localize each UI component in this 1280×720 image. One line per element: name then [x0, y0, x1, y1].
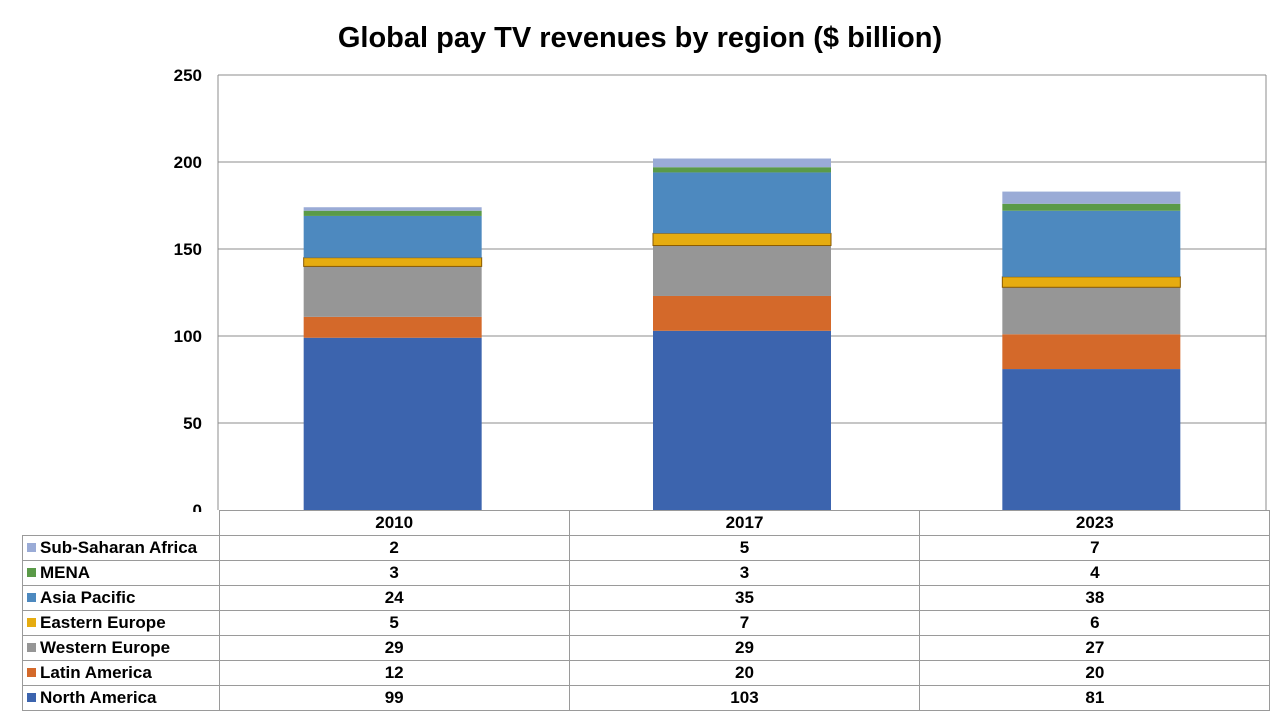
data-label: 3 — [218, 560, 570, 586]
data-label: 99 — [218, 685, 570, 711]
y-tick-label: 250 — [174, 66, 202, 85]
data-label: 27 — [919, 635, 1271, 661]
y-axis: 0 50 100 150 200 250 — [174, 66, 1267, 512]
y-tick-label: 150 — [174, 240, 202, 259]
table-row: Latin America 12 20 20 — [22, 660, 1271, 686]
chart-plot: 0 50 100 150 200 250 — [174, 66, 1267, 512]
data-label: 4 — [919, 560, 1271, 586]
data-label: 7 — [919, 535, 1271, 561]
legend-entry: Western Europe — [22, 635, 220, 661]
data-label: 103 — [568, 685, 921, 711]
series-name: Sub-Saharan Africa — [40, 538, 198, 557]
y-tick-label: 50 — [183, 414, 202, 433]
table-row: Western Europe 29 29 27 — [22, 635, 1271, 661]
bar-mena-2010 — [303, 210, 482, 216]
bar-north-america-2017 — [653, 330, 831, 510]
bar-north-america-2023 — [1002, 369, 1181, 510]
bar-eastern-europe-2017 — [652, 232, 832, 247]
bar-asia-pacific-2017 — [653, 172, 831, 234]
table-row: Eastern Europe 5 7 6 — [22, 610, 1271, 636]
legend-swatch — [27, 668, 36, 678]
bar-eastern-europe-2023 — [1001, 276, 1181, 288]
table-header-row: 2010 2017 2023 — [22, 510, 1271, 536]
x-category-label: 2017 — [568, 510, 921, 536]
bars — [303, 158, 1181, 510]
legend-entry: Sub-Saharan Africa — [22, 535, 220, 561]
table-row: MENA 3 3 4 — [22, 560, 1271, 586]
data-label: 24 — [218, 585, 570, 611]
legend-entry: Latin America — [22, 660, 220, 686]
bar-mena-2017 — [653, 167, 831, 173]
bar-western-europe-2010 — [303, 266, 482, 317]
legend-swatch — [27, 618, 36, 628]
chart-title: Global pay TV revenues by region ($ bill… — [337, 22, 943, 54]
bar-latin-america-2017 — [653, 295, 831, 331]
x-category-label: 2023 — [919, 510, 1271, 536]
series-name: North America — [40, 688, 157, 707]
data-label: 38 — [919, 585, 1271, 611]
legend-entry: North America — [22, 685, 220, 711]
series-name: Asia Pacific — [40, 588, 136, 607]
series-name: Western Europe — [40, 638, 171, 657]
x-category-label: 2010 — [218, 510, 570, 536]
legend-entry: MENA — [22, 560, 220, 586]
series-name: Eastern Europe — [40, 613, 166, 632]
legend-swatch — [27, 643, 36, 653]
y-tick-label: 200 — [174, 153, 202, 172]
table-corner — [22, 510, 220, 536]
table-row: North America 99 103 81 — [22, 685, 1271, 711]
data-label: 3 — [568, 560, 921, 586]
bar-sub-saharan-africa-2023 — [1002, 191, 1181, 204]
bar-latin-america-2010 — [303, 316, 482, 338]
table-row: Asia Pacific 24 35 38 — [22, 585, 1271, 611]
legend-swatch — [27, 543, 36, 553]
data-label: 7 — [568, 610, 921, 636]
data-label: 5 — [568, 535, 921, 561]
bar-latin-america-2023 — [1002, 334, 1181, 370]
bar-mena-2023 — [1002, 203, 1181, 211]
bar-sub-saharan-africa-2017 — [653, 158, 831, 168]
data-label: 6 — [919, 610, 1271, 636]
series-name: MENA — [40, 563, 91, 582]
series-name: Latin America — [40, 663, 152, 682]
bar-asia-pacific-2010 — [303, 215, 482, 258]
legend-swatch — [27, 568, 36, 578]
bar-sub-saharan-africa-2010 — [303, 207, 482, 211]
bar-asia-pacific-2023 — [1002, 210, 1181, 277]
data-label: 20 — [568, 660, 921, 686]
legend-swatch — [27, 593, 36, 603]
legend-swatch — [27, 693, 36, 703]
bar-north-america-2010 — [303, 337, 482, 510]
data-label: 35 — [568, 585, 921, 611]
table-row: Sub-Saharan Africa 2 5 7 — [22, 535, 1271, 561]
data-label: 29 — [218, 635, 570, 661]
data-label: 29 — [568, 635, 921, 661]
bar-western-europe-2017 — [653, 245, 831, 296]
legend-entry: Eastern Europe — [22, 610, 220, 636]
bar-eastern-europe-2010 — [303, 257, 483, 267]
data-label: 81 — [919, 685, 1271, 711]
y-tick-label: 0 — [193, 501, 202, 512]
data-label: 5 — [218, 610, 570, 636]
legend-entry: Asia Pacific — [22, 585, 220, 611]
data-label: 2 — [218, 535, 570, 561]
y-tick-label: 100 — [174, 327, 202, 346]
data-table: 2010 2017 2023 Sub-Saharan Africa 2 5 7 MENA 3 3 4… — [22, 510, 1271, 711]
bar-western-europe-2023 — [1002, 287, 1181, 335]
data-label: 12 — [218, 660, 570, 686]
data-label: 20 — [919, 660, 1271, 686]
